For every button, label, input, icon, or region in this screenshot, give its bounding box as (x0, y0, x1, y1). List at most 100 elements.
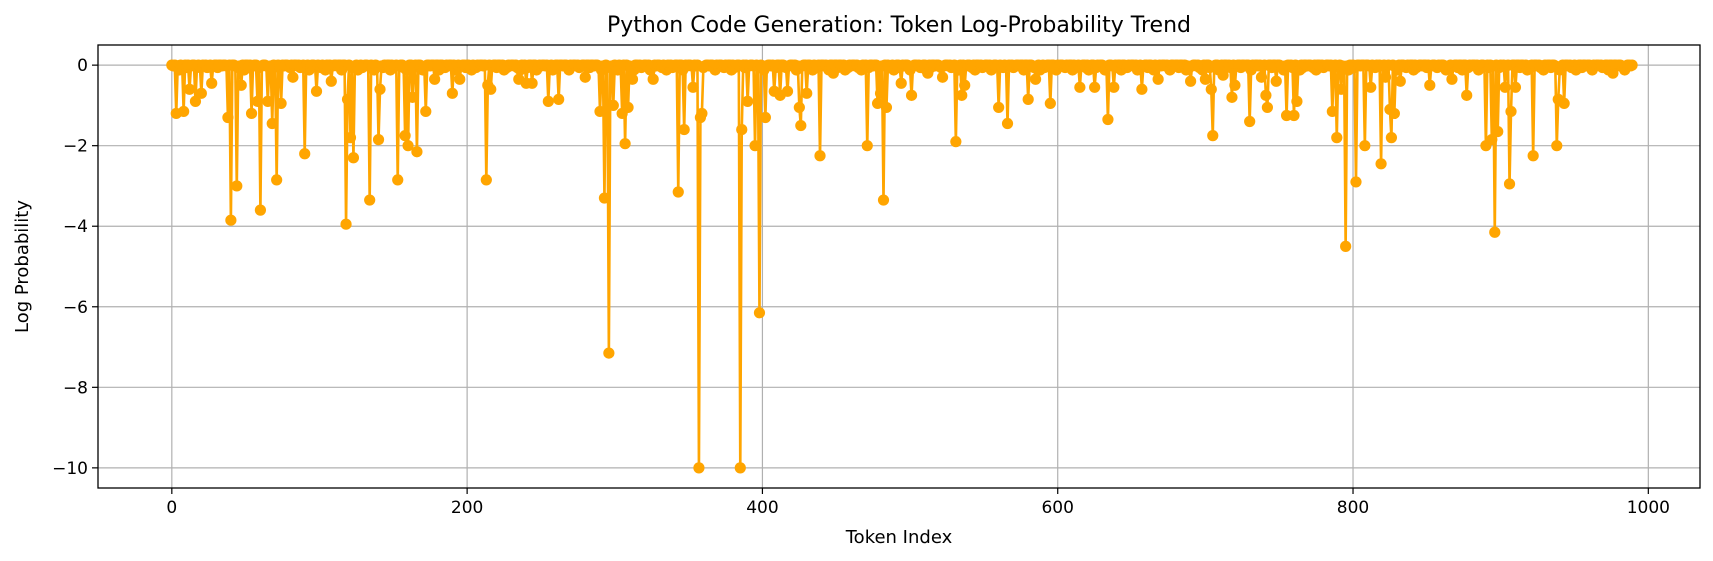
data-point (1527, 150, 1539, 162)
data-point (1199, 73, 1211, 85)
data-point (231, 180, 243, 192)
data-point (178, 105, 190, 118)
data-point (310, 85, 323, 97)
data-point (619, 138, 631, 150)
data-point (1152, 73, 1164, 85)
grid (98, 45, 1700, 488)
data-point (647, 73, 659, 85)
x-tick-label: 1000 (1627, 498, 1670, 518)
data-point (347, 152, 360, 164)
data-point (1217, 69, 1229, 81)
data-point (871, 97, 884, 109)
data-point (1185, 75, 1197, 87)
data-point (607, 99, 619, 112)
x-tick-label: 600 (1041, 498, 1073, 518)
x-axis-label: Token Index (845, 527, 953, 548)
data-point (420, 105, 432, 118)
y-axis-label: Log Probability (12, 200, 33, 333)
chart-title: Python Code Generation: Token Log-Probab… (607, 13, 1191, 38)
x-tick-label: 800 (1337, 498, 1369, 518)
y-tick-label: −2 (63, 137, 88, 157)
data-point (553, 93, 565, 105)
data-point (1255, 71, 1268, 83)
data-point (183, 83, 196, 95)
data-point (206, 77, 218, 89)
data-point (1029, 73, 1042, 85)
data-point (1461, 89, 1473, 101)
data-point (1385, 132, 1398, 144)
data-point (341, 93, 354, 105)
data-point (696, 107, 708, 120)
data-point (687, 81, 699, 93)
data-point (299, 148, 311, 160)
y-tick-label: −10 (52, 459, 88, 479)
data-point (793, 101, 805, 114)
data-point (874, 87, 887, 99)
data-point (678, 123, 690, 136)
data-point (880, 101, 893, 114)
data-point (1499, 81, 1511, 93)
data-point (1424, 79, 1436, 91)
y-tick-label: 0 (77, 56, 88, 76)
data-point (1229, 79, 1241, 91)
data-point (245, 107, 258, 120)
data-point (814, 150, 826, 162)
data-point (406, 91, 419, 103)
data-point (1503, 178, 1516, 190)
data-point (1489, 226, 1501, 238)
data-point (936, 71, 949, 83)
data-point (254, 204, 267, 216)
data-point (1359, 140, 1371, 152)
data-point (1446, 73, 1458, 85)
data-point (1486, 134, 1498, 146)
y-tick-label: −4 (63, 217, 88, 237)
data-point (1551, 140, 1563, 152)
data-point (877, 194, 890, 206)
data-point (736, 123, 748, 136)
data-point (1089, 81, 1101, 93)
data-point (235, 79, 247, 91)
data-point (195, 87, 207, 99)
data-point (364, 194, 376, 206)
data-point (189, 95, 202, 107)
data-point (485, 83, 497, 95)
data-point (861, 140, 873, 152)
data-point (372, 134, 385, 146)
data-point (1001, 117, 1014, 130)
data-point (429, 73, 441, 85)
data-point (626, 73, 639, 85)
plot-frame (97, 44, 1701, 489)
data-point (1505, 105, 1517, 118)
data-point (895, 77, 907, 89)
data-point (1558, 97, 1570, 109)
data-point (959, 79, 971, 91)
data-point (344, 132, 357, 144)
data-point (526, 77, 538, 89)
data-point (1260, 89, 1272, 101)
data-point (1108, 81, 1120, 93)
data-point (1331, 132, 1343, 144)
data-point (446, 87, 458, 99)
data-point (402, 140, 414, 152)
data-point (225, 214, 237, 226)
x-tick-label: 400 (746, 498, 778, 518)
data-point (1291, 95, 1303, 107)
data-point (1226, 91, 1238, 103)
data-point (993, 101, 1005, 114)
data-point (399, 130, 411, 142)
data-point (542, 95, 554, 107)
data-point (266, 117, 278, 130)
data-point (801, 87, 813, 99)
data-point (1074, 81, 1086, 93)
data-point (781, 85, 794, 97)
data-point (374, 83, 386, 95)
y-tick-label: −8 (63, 378, 88, 398)
data-point (325, 75, 337, 87)
data-point (271, 174, 283, 186)
y-tick-label: −6 (63, 298, 88, 318)
data-point (392, 174, 404, 186)
data-point (594, 105, 606, 118)
data-point (1335, 83, 1347, 95)
x-tick-label: 0 (166, 498, 177, 518)
